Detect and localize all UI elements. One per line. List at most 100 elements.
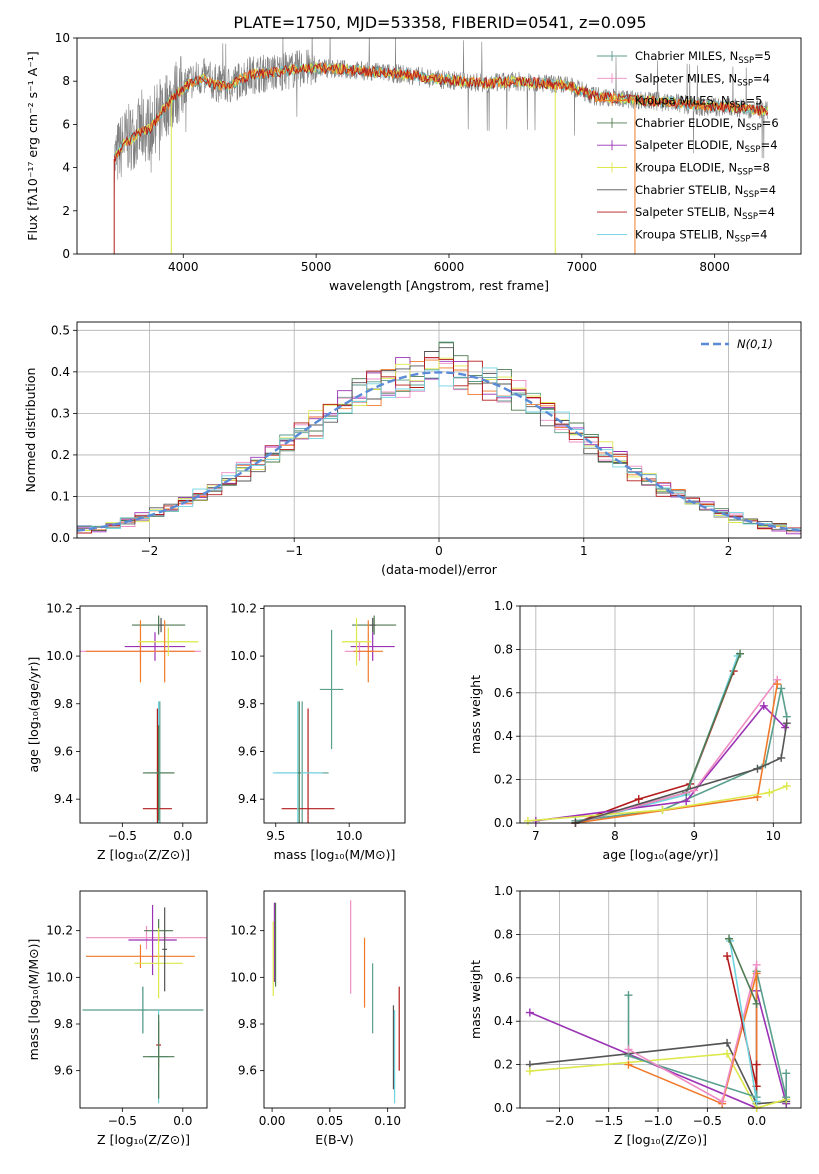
plot-frame (519, 605, 802, 824)
legend-label-sub: SSP (745, 145, 761, 155)
y-tick-label: 9.6 (238, 1064, 257, 1078)
y-tick-label: 0.3 (51, 406, 70, 420)
y-tick-label: 0.2 (494, 1058, 513, 1072)
x-axis-label: Z [log₁₀(Z/Z⊙)] (614, 1132, 707, 1147)
legend-label-tail: =6 (762, 116, 779, 130)
x-tick-label: −0.5 (108, 829, 137, 843)
plot-frame (519, 890, 802, 1109)
legend-label-tail: =4 (758, 205, 775, 219)
weight-vs-z-panel: −2.0 −1.5 −1.0 −0.5 0.0 0.0 0.2 0.4 0.6 0.8 1.0 Z [… (468, 884, 802, 1147)
mass-weight-marker (634, 795, 643, 804)
mass-weight-marker (624, 1060, 633, 1069)
y-tick-label: 0.6 (494, 686, 513, 700)
x-tick-label: −2.0 (545, 1114, 574, 1128)
legend-label-text: Kroupa STELIB, N (635, 227, 735, 241)
legend-label-sub: SSP (735, 234, 751, 244)
mass-weight-line (728, 938, 758, 1005)
legend-label: Chabrier ELODIE, NSSP=6 (635, 116, 779, 133)
y-tick-label: 9.8 (54, 697, 73, 711)
mass-weight-marker (752, 999, 761, 1008)
x-axis-label: Z [log₁₀(Z/Z⊙)] (97, 847, 190, 862)
mass-weight-marker (682, 797, 691, 806)
y-tick-label: 9.8 (238, 697, 257, 711)
mass-weight-line (575, 655, 739, 824)
y-tick-label: 0.4 (494, 1014, 513, 1028)
y-tick-label: 0.0 (494, 1101, 513, 1115)
x-tick-label: 8000 (699, 260, 730, 274)
x-tick-label: 0 (435, 544, 443, 558)
y-tick-label: 0.0 (494, 816, 513, 830)
y-tick-label: 0.8 (494, 927, 513, 941)
mass-weight-marker (759, 701, 768, 710)
y-tick-label: 0.1 (51, 489, 70, 503)
y-tick-label: 10.2 (230, 924, 257, 938)
y-tick-label: 9.6 (54, 1064, 73, 1078)
x-tick-label: 9.5 (266, 829, 285, 843)
legend-label-sub: SSP (738, 56, 754, 66)
residual-histogram-step (77, 367, 801, 530)
x-tick-label: 0.10 (374, 1114, 401, 1128)
mass-weight-marker (624, 991, 633, 1000)
x-tick-label: 2 (725, 544, 733, 558)
y-tick-label: 1.0 (494, 884, 513, 898)
mass-weight-marker (752, 960, 761, 969)
weight-vs-age-panel: 7 8 9 10 0.0 0.2 0.4 0.6 0.8 1.0 age [log₁₀(age/yr… (468, 599, 802, 862)
legend-label: Kroupa STELIB, NSSP=4 (635, 227, 767, 244)
y-tick-label: 0.6 (494, 971, 513, 985)
mass-vs-z-panel: −0.5 0.0 9.6 9.8 10.0 10.2 Z [log₁₀(Z/Z⊙)] mass… (26, 890, 208, 1147)
mass-weight-marker (718, 1097, 727, 1106)
mass-weight-line (527, 785, 788, 822)
x-tick-label: −0.5 (108, 1114, 137, 1128)
x-axis-label: wavelength [Angstrom, rest frame] (329, 278, 549, 293)
x-tick-label: 8 (611, 829, 619, 843)
y-tick-label: 0.5 (51, 323, 70, 337)
x-tick-label: 10 (766, 829, 781, 843)
y-tick-label: 10 (55, 31, 70, 45)
legend-label-tail: =5 (754, 49, 771, 63)
x-tick-label: 0.0 (747, 1114, 766, 1128)
legend-label-text: Kroupa MILES, N (635, 94, 730, 108)
x-tick-label: 0.0 (173, 1114, 192, 1128)
figure-title: PLATE=1750, MJD=53358, FIBERID=0541, z=0… (233, 13, 646, 32)
legend-label-tail: =4 (759, 183, 776, 197)
x-tick-label: 5000 (301, 260, 332, 274)
y-tick-label: 0 (62, 247, 70, 261)
x-tick-label: −1.0 (643, 1114, 672, 1128)
residual-histogram-panel: −2 −1 0 1 2 0.0 0.1 0.2 0.3 0.4 0.5 (data-model)/er… (23, 321, 802, 577)
plot-frame (263, 605, 406, 824)
x-tick-label: 1 (580, 544, 588, 558)
legend-label-tail: =8 (753, 161, 770, 175)
y-axis-label: Normed distribution (23, 368, 38, 493)
legend-label-text: Kroupa ELODIE, N (635, 161, 737, 175)
mass-weight-marker (736, 649, 745, 658)
legend-label: Chabrier STELIB, NSSP=4 (635, 183, 776, 200)
plot-frame (79, 605, 208, 824)
x-axis-label: (data-model)/error (381, 562, 498, 577)
mass-weight-marker (525, 1067, 534, 1076)
plot-frame (263, 890, 406, 1109)
mass-weight-marker (765, 788, 774, 797)
x-tick-label: −0.5 (693, 1114, 722, 1128)
legend-label: Salpeter MILES, NSSP=4 (635, 71, 770, 88)
legend-label-text: Salpeter STELIB, N (635, 205, 742, 219)
mass-weight-marker (658, 805, 667, 814)
y-tick-label: 10.2 (46, 924, 73, 938)
legend-label: Chabrier MILES, NSSP=5 (635, 49, 771, 66)
y-tick-label: 1.0 (494, 599, 513, 613)
legend-label-text: Chabrier STELIB, N (635, 183, 743, 197)
x-axis-label: Z [log₁₀(Z/Z⊙)] (97, 1132, 190, 1147)
mass-weight-marker (782, 1069, 791, 1078)
x-tick-label: −1.5 (594, 1114, 623, 1128)
x-axis-label: age [log₁₀(age/yr)] (603, 847, 719, 862)
x-tick-label: −1 (285, 544, 303, 558)
x-tick-label: 0.05 (317, 1114, 344, 1128)
mass-weight-marker (723, 952, 732, 961)
y-tick-label: 2 (62, 204, 70, 218)
x-axis-label: mass [log₁₀(M/M⊙)] (274, 847, 396, 862)
y-tick-label: 9.6 (54, 744, 73, 758)
mass-weight-marker (782, 782, 791, 791)
y-tick-label: 9.4 (54, 792, 73, 806)
legend-label-tail: =4 (761, 138, 778, 152)
y-tick-label: 10.0 (230, 649, 257, 663)
